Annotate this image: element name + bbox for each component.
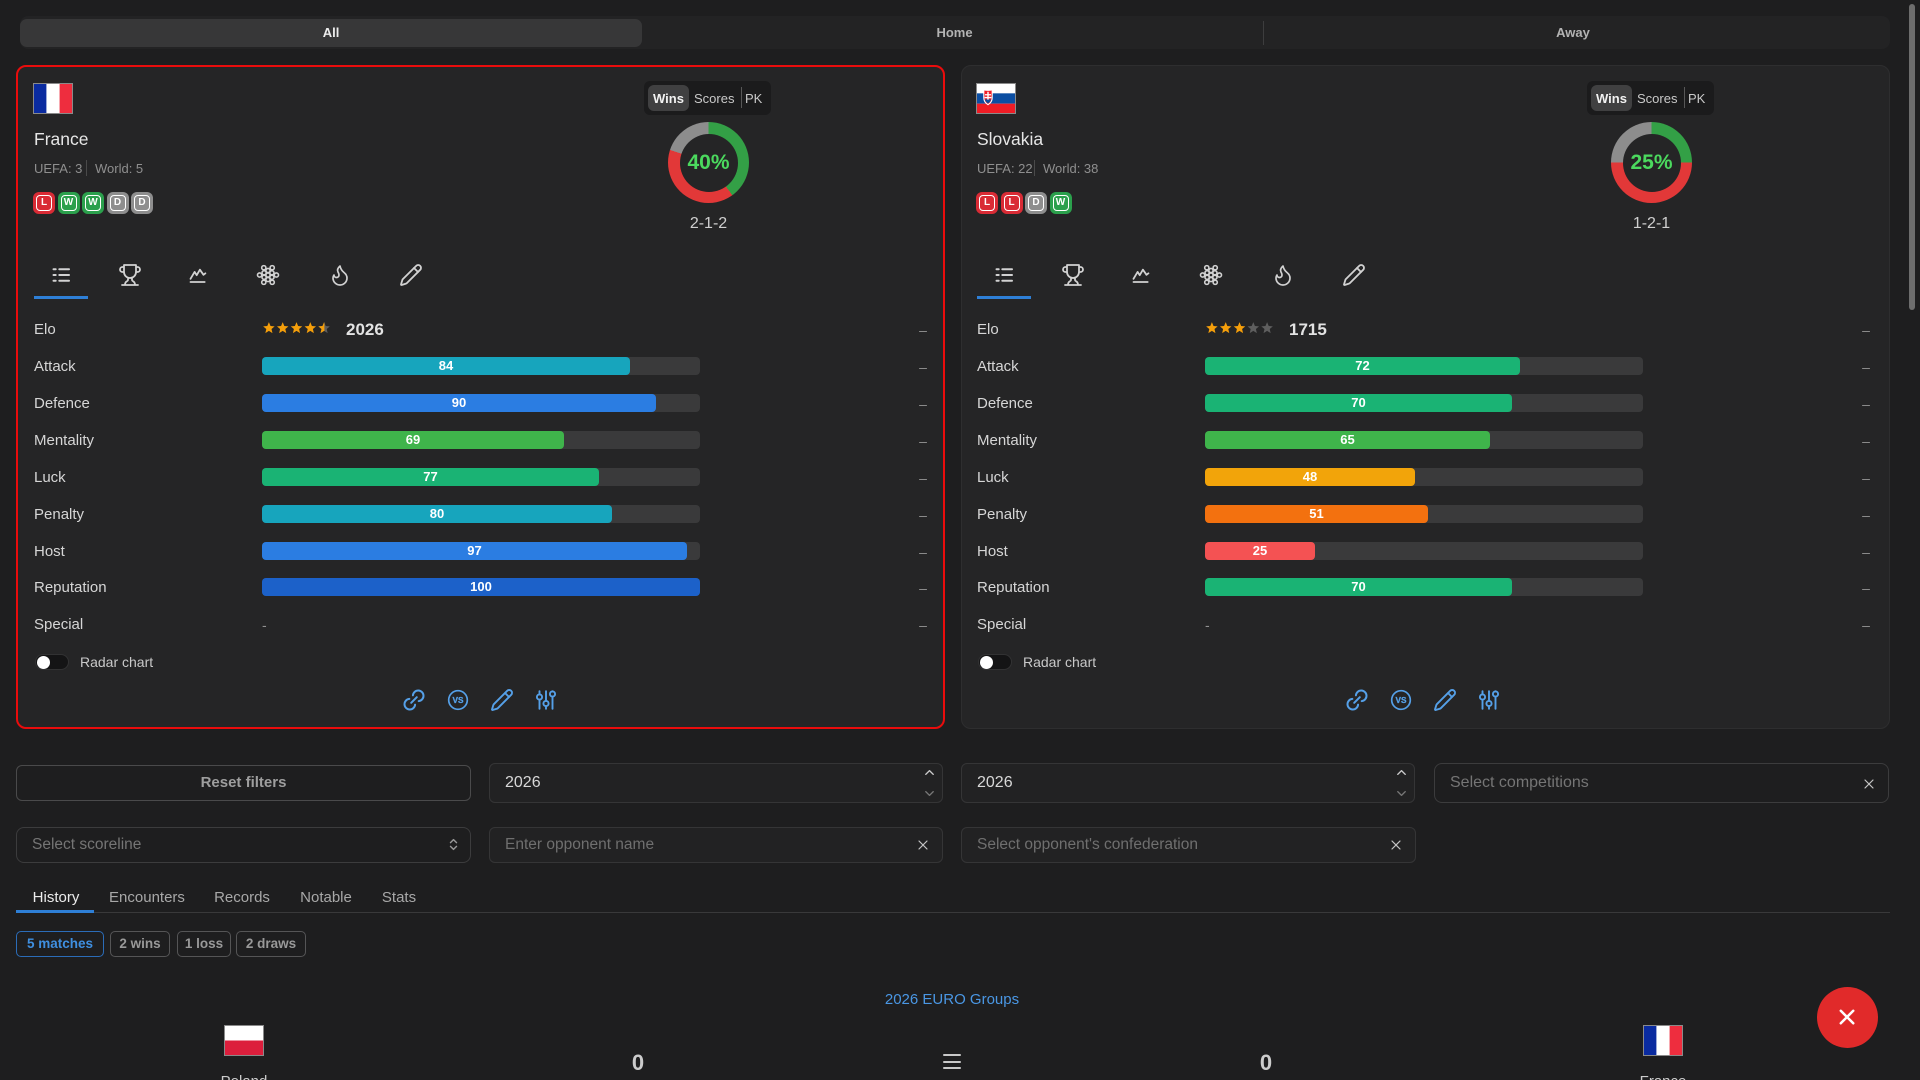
- svg-text:VS: VS: [1396, 696, 1407, 705]
- svg-text:VS: VS: [453, 696, 464, 705]
